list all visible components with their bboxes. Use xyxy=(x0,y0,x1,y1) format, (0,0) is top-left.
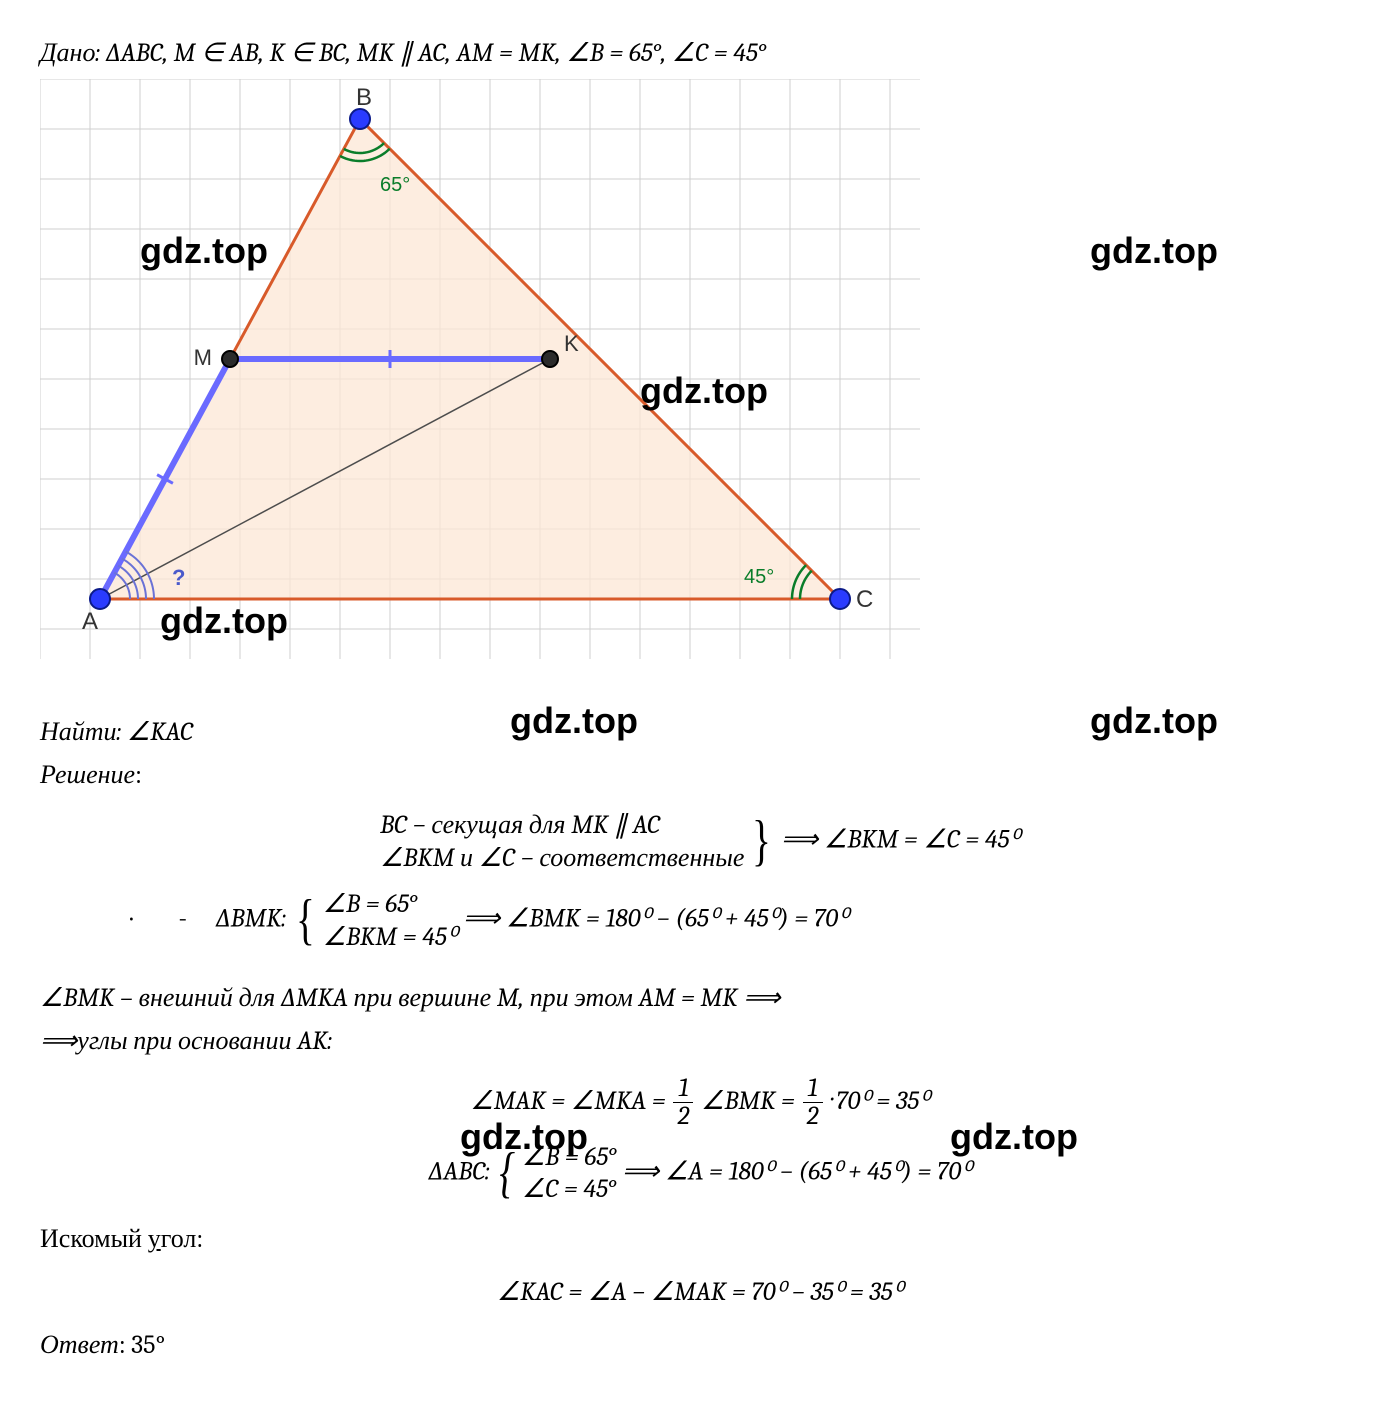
step4-tri: ∆ABC: xyxy=(428,1156,489,1186)
step4-rhs: ⟹ ∠A = 180⁰ − (65⁰ + 45⁰) = 70⁰ xyxy=(622,1156,972,1186)
svg-text:B: B xyxy=(356,84,372,111)
step2-tri: ∆BMK: xyxy=(216,904,287,934)
svg-text:M: M xyxy=(194,345,212,370)
step1-block: BC − секущая для MK ∥ AC ∠BKM и ∠C − соо… xyxy=(40,809,1360,874)
step1-l2: ∠BKM и ∠C − соответственные xyxy=(380,842,744,875)
sought-line: Искомый угол: xyxy=(40,1220,1360,1259)
step3-l1b: ⟹углы при основании AK: xyxy=(40,1022,1360,1061)
triangle-diagram: 65° 45°? B A C M K xyxy=(40,79,920,659)
answer-line: Ответ: 35° xyxy=(40,1326,1360,1365)
step3-eq1: ∠MAK = ∠MKA = 1 2 ∠BMK = 1 2 · 70⁰ = 35⁰ xyxy=(40,1075,1360,1131)
svg-text:65°: 65° xyxy=(380,174,410,196)
frac-num: 1 xyxy=(673,1075,693,1103)
step1-rhs: ⟹ ∠BKM = ∠C = 45⁰ xyxy=(781,825,1020,855)
step4-block: ∆ABC: { ∠B = 65° ∠C = 45° ⟹ ∠A = 180⁰ − … xyxy=(40,1141,1360,1206)
frac-den: 2 xyxy=(673,1103,693,1130)
step2-c2: ∠BKM = 45⁰ xyxy=(323,921,457,954)
step4-c2: ∠C = 45° xyxy=(522,1173,616,1206)
step2-prefix: · - xyxy=(130,904,210,934)
svg-text:K: K xyxy=(564,331,579,356)
given-line: Дано: ∆ABC, M ∈ AB, K ∈ BC, MK ∥ AC, AM … xyxy=(40,34,1360,73)
step2-rhs: ⟹ ∠BMK = 180⁰ − (65⁰ + 45⁰) = 70⁰ xyxy=(463,904,849,934)
svg-text:C: C xyxy=(856,586,873,613)
find-line: Найти: ∠KAC xyxy=(40,713,1360,752)
frac-num2: 1 xyxy=(803,1075,823,1103)
svg-text:?: ? xyxy=(172,565,185,590)
step1-l1: BC − секущая для MK ∥ AC xyxy=(380,809,744,842)
step2-c1: ∠B = 65° xyxy=(323,888,457,921)
step3-l1a: ∠BMK – внешний для ∆MKA при вершине M, п… xyxy=(40,979,1360,1018)
svg-text:45°: 45° xyxy=(744,566,774,588)
find-label: Найти xyxy=(40,717,117,747)
given-text: : ∆ABC, M ∈ AB, K ∈ BC, MK ∥ AC, AM = MK… xyxy=(95,38,765,68)
answer-text: : 35° xyxy=(119,1330,165,1360)
page-root: Дано: ∆ABC, M ∈ AB, K ∈ BC, MK ∥ AC, AM … xyxy=(40,34,1360,1365)
brace-right-icon: } xyxy=(752,819,771,864)
diagram-container: 65° 45°? B A C M K xyxy=(40,79,1360,709)
solution-label: Решение: xyxy=(40,756,1360,795)
step4-c1: ∠B = 65° xyxy=(522,1141,616,1174)
svg-text:A: A xyxy=(82,608,98,635)
final-eq: ∠KAC = ∠A − ∠MAK = 70⁰ − 35⁰ = 35⁰ xyxy=(40,1273,1360,1312)
frac-den2: 2 xyxy=(803,1103,823,1130)
brace-left-icon2: { xyxy=(499,1151,515,1196)
step3-eq1-lhs: ∠MAK = ∠MKA = xyxy=(470,1086,665,1116)
solution-label-text: Решение xyxy=(40,760,135,790)
brace-left-icon: { xyxy=(296,898,315,943)
find-text: : ∠KAC xyxy=(117,717,193,747)
step3-eq1-rhs: · 70⁰ = 35⁰ xyxy=(830,1086,929,1116)
fraction-half-1: 1 2 xyxy=(673,1075,693,1131)
fraction-half-2: 1 2 xyxy=(803,1075,823,1131)
answer-label: Ответ xyxy=(40,1330,119,1360)
given-label: Дано xyxy=(40,38,95,68)
step3-eq1-mid: ∠BMK = xyxy=(701,1086,795,1116)
step2-block: · - ∆BMK: { ∠B = 65° ∠BKM = 45⁰ ⟹ ∠BMK =… xyxy=(40,888,1360,953)
